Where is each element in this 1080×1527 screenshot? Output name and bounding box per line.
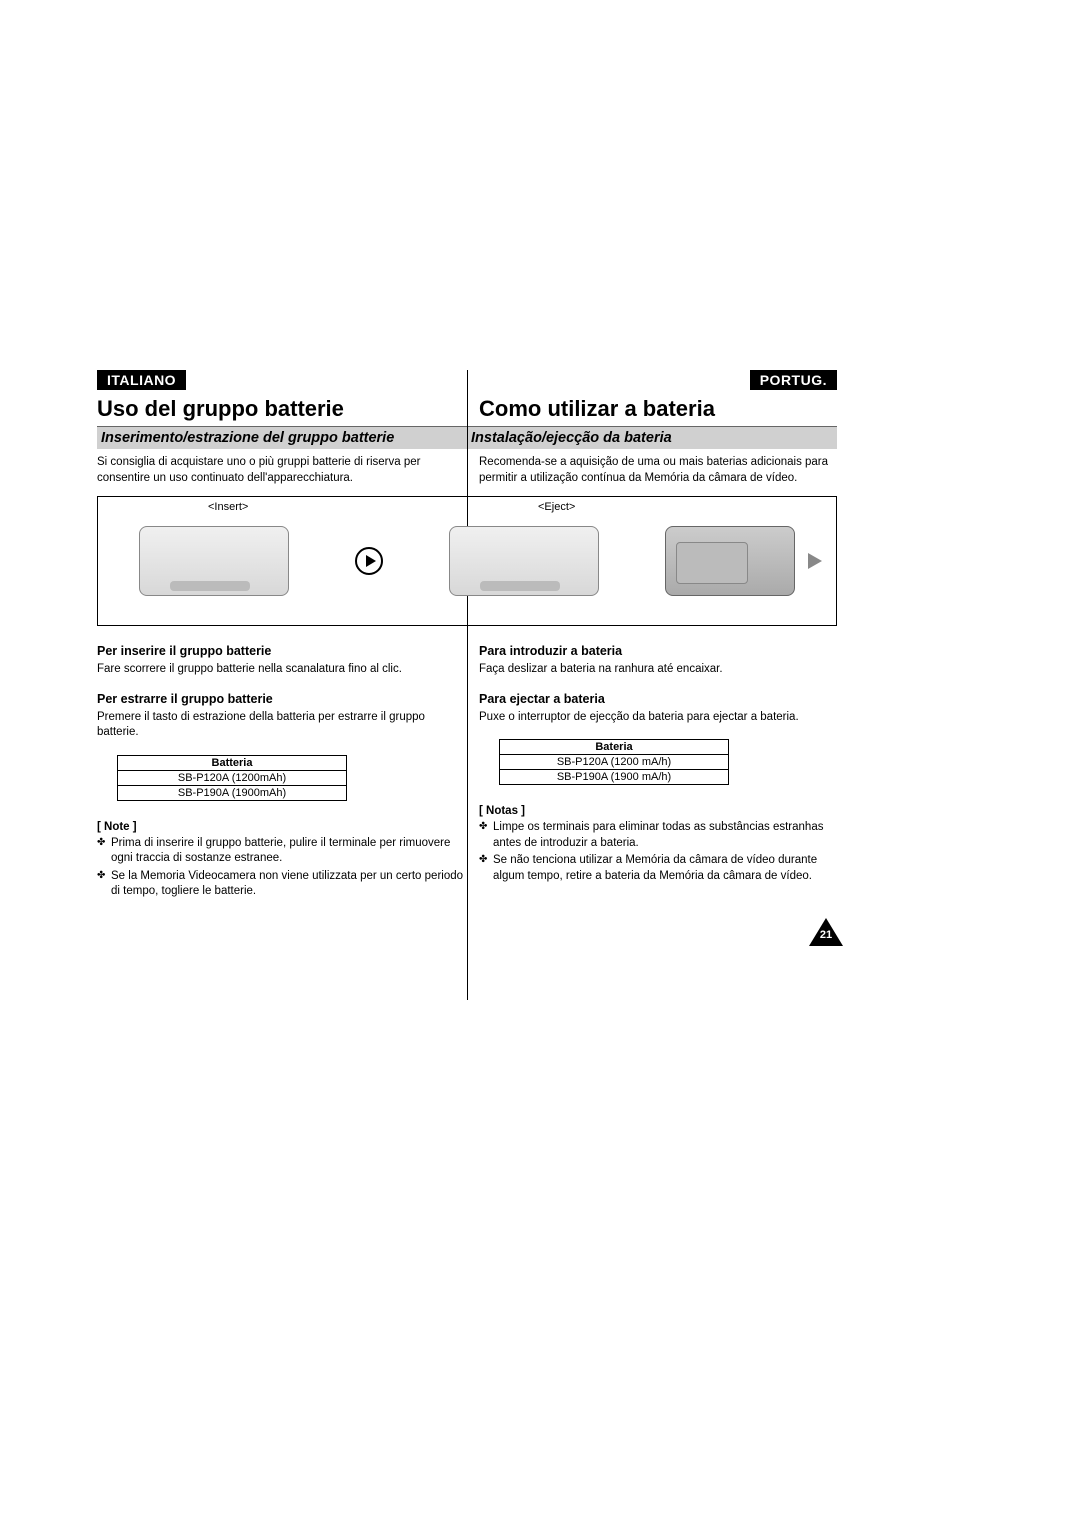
- eject-text-left: Premere il tasto di estrazione della bat…: [97, 710, 467, 741]
- diagram-label-insert: <Insert>: [208, 501, 248, 513]
- right-column: Para introduzir a bateria Faça deslizar …: [467, 644, 837, 902]
- battery-table-header-left: Batteria: [118, 755, 347, 770]
- subheading-left: Inserimento/estrazione del gruppo batter…: [101, 430, 394, 446]
- intro-left: Si consiglia di acquistare uno o più gru…: [97, 455, 467, 486]
- table-row: SB-P190A (1900mAh): [118, 785, 347, 800]
- eject-text-right: Puxe o interruptor de ejecção da bateria…: [479, 710, 837, 726]
- play-arrow-icon: [355, 547, 383, 575]
- page-number: 21: [809, 929, 843, 941]
- eject-heading-left: Per estrarre il gruppo batterie: [97, 692, 467, 706]
- left-column: Per inserire il gruppo batterie Fare sco…: [97, 644, 467, 902]
- lang-tag-left: ITALIANO: [97, 370, 186, 390]
- camera-illustration-open-2: [449, 526, 599, 596]
- subheading-right: Instalação/ejecção da bateria: [471, 430, 672, 446]
- list-item: Se não tenciona utilizar a Memória da câ…: [479, 853, 837, 884]
- chapter-title-left: Uso del gruppo batterie: [97, 396, 467, 422]
- notes-list-left: Prima di inserire il gruppo batterie, pu…: [97, 836, 467, 900]
- camera-illustration-closed: [665, 526, 795, 596]
- diagram-label-eject: <Eject>: [538, 501, 575, 513]
- notes-list-right: Limpe os terminais para eliminar todas a…: [479, 820, 837, 884]
- column-divider: [467, 370, 468, 1000]
- table-row: SB-P120A (1200mAh): [118, 770, 347, 785]
- page-number-badge: 21: [809, 918, 843, 948]
- battery-table-right: Bateria SB-P120A (1200 mA/h) SB-P190A (1…: [499, 739, 729, 785]
- camera-illustration-open-1: [139, 526, 289, 596]
- insert-heading-left: Per inserire il gruppo batterie: [97, 644, 467, 658]
- eject-heading-right: Para ejectar a bateria: [479, 692, 837, 706]
- battery-diagram: <Insert> <Eject>: [97, 496, 837, 626]
- battery-table-left: Batteria SB-P120A (1200mAh) SB-P190A (19…: [117, 755, 347, 801]
- insert-text-right: Faça deslizar a bateria na ranhura até e…: [479, 662, 837, 678]
- battery-table-header-right: Bateria: [500, 740, 729, 755]
- intro-right: Recomenda-se a aquisição de uma ou mais …: [479, 455, 837, 486]
- list-item: Se la Memoria Videocamera non viene util…: [97, 869, 467, 900]
- chapter-title-right: Como utilizar a bateria: [479, 396, 837, 422]
- table-row: SB-P190A (1900 mA/h): [500, 770, 729, 785]
- table-row: SB-P120A (1200 mA/h): [500, 755, 729, 770]
- notes-heading-left: [ Note ]: [97, 821, 467, 833]
- notes-heading-right: [ Notas ]: [479, 805, 837, 817]
- lang-tag-right: PORTUG.: [750, 370, 837, 390]
- eject-arrow-icon: [808, 553, 822, 569]
- list-item: Prima di inserire il gruppo batterie, pu…: [97, 836, 467, 867]
- insert-text-left: Fare scorrere il gruppo batterie nella s…: [97, 662, 467, 678]
- insert-heading-right: Para introduzir a bateria: [479, 644, 837, 658]
- list-item: Limpe os terminais para eliminar todas a…: [479, 820, 837, 851]
- manual-page: ITALIANO PORTUG. Uso del gruppo batterie…: [97, 370, 837, 902]
